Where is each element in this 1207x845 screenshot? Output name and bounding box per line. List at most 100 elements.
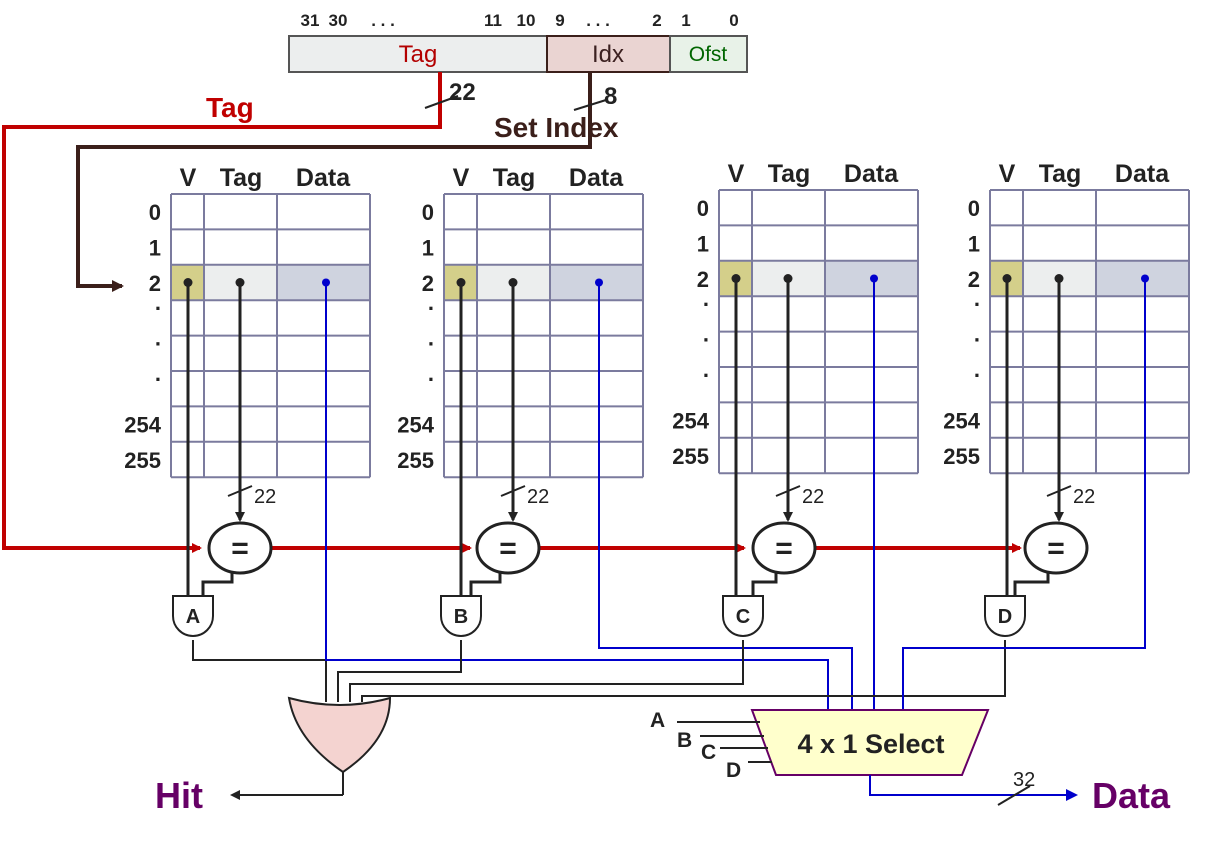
mux-input-label: B [677, 729, 692, 752]
tag-bus-label: Tag [206, 92, 254, 123]
row-label: 255 [672, 444, 709, 469]
row-label: . [974, 322, 980, 347]
comparator-symbol: = [499, 532, 517, 565]
data-output-wire [869, 775, 1078, 801]
bit-label: 10 [517, 11, 536, 30]
and-gate [984, 595, 1026, 637]
table-header: Data [296, 164, 351, 192]
row-label: 0 [149, 200, 161, 225]
tag-bus-wire [2, 72, 442, 553]
table-header: Tag [768, 160, 811, 188]
tag-tap [1054, 274, 1064, 283]
bit-label: 1 [681, 11, 690, 30]
and-gate [440, 595, 482, 637]
and-gate-label: B [454, 606, 468, 628]
row-label: . [428, 326, 434, 351]
row-label: 2 [149, 271, 161, 296]
comparator-symbol: = [775, 532, 793, 565]
row-label: 254 [397, 412, 434, 437]
table-header: Data [844, 160, 899, 188]
tag-wire-slash [500, 485, 526, 497]
address-bit-labels: 31 30 . . . 11 10 9 . . . 2 1 0 [301, 11, 739, 30]
row-label: 0 [697, 196, 709, 221]
compare-wire [1013, 571, 1050, 597]
row-label: 1 [422, 235, 434, 260]
tag-wire-slash [227, 485, 253, 497]
tag-bus-slash [424, 95, 459, 109]
tag-bus: 22 Tag [2, 72, 1022, 553]
hit-or-gate: Hit [155, 696, 392, 816]
hit-select-wire [361, 640, 1006, 702]
table-header: Tag [1039, 160, 1082, 188]
row-label: . [155, 290, 161, 315]
or-gate-body [287, 696, 392, 774]
data-wire [902, 278, 1146, 710]
tag-field-label: Tag [399, 41, 438, 68]
tag-bus-width: 22 [449, 79, 476, 106]
row-label: . [428, 361, 434, 386]
row-label: 254 [672, 408, 709, 433]
comparator-symbol: = [231, 532, 249, 565]
bit-label: 31 [301, 11, 320, 30]
valid-tap [1002, 274, 1012, 283]
tag-tap [235, 278, 245, 287]
row-label: . [974, 286, 980, 311]
row-label: . [428, 290, 434, 315]
tag-wire-width: 22 [802, 486, 824, 508]
index-field-label: Idx [592, 41, 624, 68]
table-header: Tag [220, 164, 263, 192]
data-output-slash [997, 785, 1031, 806]
row-label: 0 [968, 196, 980, 221]
table-header: Data [569, 164, 624, 192]
tag-field [288, 35, 548, 73]
and-gate-label: A [186, 606, 200, 628]
bit-label: 9 [555, 11, 564, 30]
index-bus-wire [76, 72, 592, 292]
and-gate-label: C [736, 606, 750, 628]
row-label: 1 [149, 235, 161, 260]
data-output-label: Data [1092, 775, 1171, 816]
tag-comparator [475, 521, 541, 575]
hit-select-wire [192, 640, 327, 702]
bit-label: 2 [652, 11, 661, 30]
tag-wire-slash [1046, 485, 1072, 497]
hit-output-label: Hit [155, 775, 203, 816]
row-label: 0 [422, 200, 434, 225]
row-label: 1 [968, 231, 980, 256]
row-label: . [703, 322, 709, 347]
bit-label: . . . [586, 11, 610, 30]
row-label: 255 [397, 448, 434, 473]
tag-comparator [207, 521, 273, 575]
compare-wire [751, 571, 778, 597]
bit-label: 11 [484, 11, 502, 30]
index-bus-slash [573, 99, 607, 111]
data-select-mux: 4 x 1 Select A B C D 32 Data [650, 709, 1171, 816]
tag-tap [783, 274, 793, 283]
row-label: 255 [124, 448, 161, 473]
tag-comparator [1023, 521, 1089, 575]
tag-wire-width: 22 [254, 486, 276, 508]
row-label: . [155, 361, 161, 386]
row-label: 2 [422, 271, 434, 296]
hit-select-wire [349, 640, 744, 702]
row-label: 1 [697, 231, 709, 256]
index-field [546, 35, 671, 73]
address-register: Tag Idx Ofst [288, 35, 748, 73]
index-bus: 8 Set Index [76, 72, 619, 292]
bit-label: . . . [371, 11, 395, 30]
row-label: 2 [968, 267, 980, 292]
valid-tap [731, 274, 741, 283]
cache-way: V Tag Data 0 1 2... 254 255 22 = B [337, 164, 853, 710]
row-label: . [703, 286, 709, 311]
index-bus-width: 8 [604, 83, 617, 110]
row-label: 255 [943, 444, 980, 469]
row-label: 254 [124, 412, 161, 437]
tag-wire-width: 22 [527, 486, 549, 508]
tag-wire-width: 22 [1073, 486, 1095, 508]
row-label: 254 [943, 408, 980, 433]
and-gate-label: D [998, 606, 1012, 628]
row-label: . [155, 326, 161, 351]
bit-label: 30 [329, 11, 348, 30]
table-header: Data [1115, 160, 1170, 188]
